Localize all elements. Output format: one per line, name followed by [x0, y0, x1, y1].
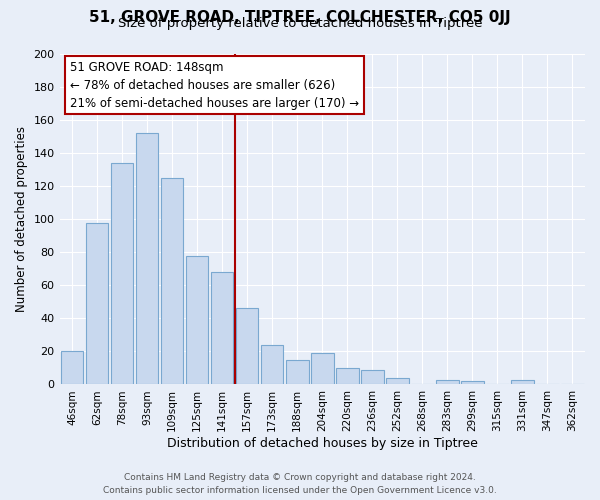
Text: Size of property relative to detached houses in Tiptree: Size of property relative to detached ho… [118, 18, 482, 30]
Bar [386, 378, 409, 384]
Bar [236, 308, 259, 384]
Text: Contains HM Land Registry data © Crown copyright and database right 2024.
Contai: Contains HM Land Registry data © Crown c… [103, 474, 497, 495]
Text: 51 GROVE ROAD: 148sqm
← 78% of detached houses are smaller (626)
21% of semi-det: 51 GROVE ROAD: 148sqm ← 78% of detached … [70, 60, 359, 110]
Bar [211, 272, 233, 384]
Bar [136, 134, 158, 384]
Bar [511, 380, 534, 384]
Bar [286, 360, 308, 384]
Bar [161, 178, 184, 384]
Bar [361, 370, 383, 384]
Bar [61, 352, 83, 384]
Text: 51, GROVE ROAD, TIPTREE, COLCHESTER, CO5 0JJ: 51, GROVE ROAD, TIPTREE, COLCHESTER, CO5… [89, 10, 511, 25]
Y-axis label: Number of detached properties: Number of detached properties [15, 126, 28, 312]
Bar [336, 368, 359, 384]
Bar [261, 345, 283, 385]
Bar [186, 256, 208, 384]
Bar [111, 163, 133, 384]
Bar [461, 381, 484, 384]
Bar [311, 353, 334, 384]
Bar [436, 380, 458, 384]
Bar [86, 222, 109, 384]
X-axis label: Distribution of detached houses by size in Tiptree: Distribution of detached houses by size … [167, 437, 478, 450]
